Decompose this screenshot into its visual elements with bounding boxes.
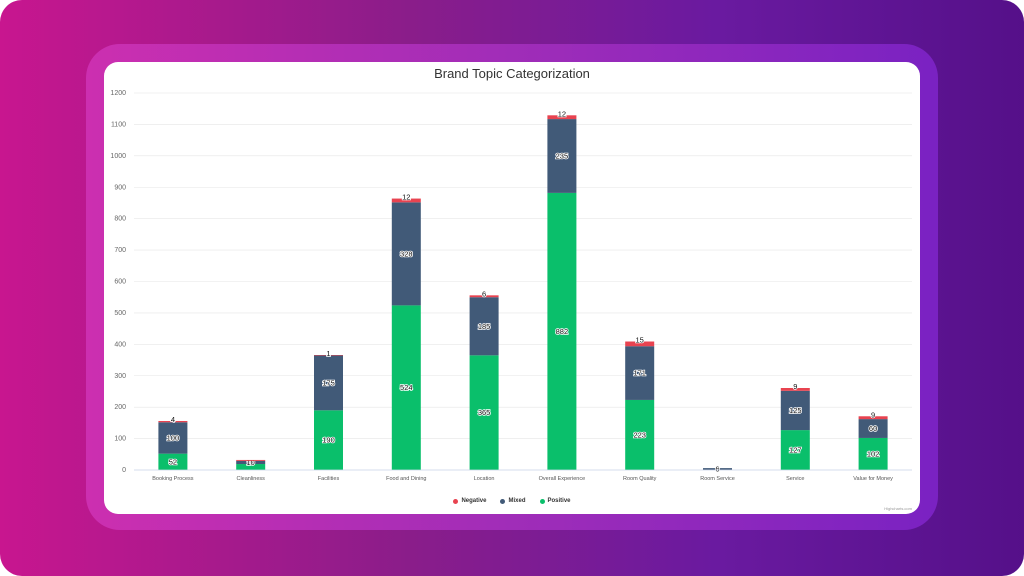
legend-label-negative: Negative <box>461 498 487 504</box>
x-tick-label: Location <box>474 476 495 482</box>
data-label-negative: 9 <box>871 410 875 419</box>
x-tick-label: Room Service <box>700 476 735 482</box>
legend-dot-mixed <box>500 498 506 504</box>
y-tick-label: 200 <box>114 404 126 411</box>
data-label-positive: 190 <box>322 436 335 445</box>
x-tick-label: Value for Money <box>853 476 893 482</box>
x-tick-label: Food and Dining <box>386 476 426 482</box>
data-label-positive: 102 <box>867 449 880 458</box>
x-tick-label: Service <box>786 476 804 482</box>
y-tick-label: 500 <box>114 310 126 317</box>
bar-positive[interactable] <box>547 192 577 470</box>
x-tick-label: Facilities <box>318 476 340 482</box>
data-label-positive: 127 <box>789 446 802 455</box>
y-tick-label: 800 <box>114 216 126 223</box>
chart-legend: Negative Mixed Positive <box>104 498 920 504</box>
y-tick-label: 900 <box>114 184 126 191</box>
data-label-negative: 4 <box>171 415 175 424</box>
legend-dot-negative <box>453 498 459 504</box>
data-label-positive: 52 <box>169 457 177 466</box>
bar-negative[interactable] <box>158 420 188 423</box>
bar-mixed[interactable] <box>780 390 810 431</box>
bar-mixed[interactable] <box>158 422 188 454</box>
bar-mixed[interactable] <box>391 202 421 306</box>
legend-dot-positive <box>539 498 545 504</box>
data-label-negative: 15 <box>636 336 644 345</box>
data-label-mixed: 328 <box>400 249 413 258</box>
data-label-positive: 223 <box>633 430 646 439</box>
bar-positive[interactable] <box>625 399 655 470</box>
x-tick-label: Booking Process <box>152 476 194 482</box>
stacked-bar-chart: 0100200300400500600700800900100011001200… <box>110 90 912 482</box>
y-tick-label: 700 <box>114 247 126 254</box>
data-label-positive: 365 <box>478 408 491 417</box>
bar-negative[interactable] <box>625 341 655 347</box>
bar-negative[interactable] <box>858 416 888 420</box>
data-label-positive: 882 <box>556 327 569 336</box>
bar-positive[interactable] <box>469 355 499 470</box>
chart-credit: Highcharts.com <box>884 506 912 511</box>
bar-mixed[interactable] <box>469 297 499 356</box>
bar-negative[interactable] <box>236 459 266 461</box>
data-label-mixed: 10 <box>247 458 255 467</box>
bar-mixed[interactable] <box>236 460 266 465</box>
data-label-negative: 1 <box>326 349 330 358</box>
bar-positive[interactable] <box>236 464 266 470</box>
bar-mixed[interactable] <box>547 119 577 193</box>
y-tick-label: 1200 <box>110 90 126 97</box>
bar-mixed[interactable] <box>703 468 732 470</box>
y-tick-label: 1000 <box>110 153 126 160</box>
bar-mixed[interactable] <box>858 419 888 438</box>
y-tick-label: 0 <box>122 467 126 474</box>
data-label-mixed: 235 <box>556 151 569 160</box>
y-tick-label: 600 <box>114 279 126 286</box>
legend-label-positive: Positive <box>547 498 571 504</box>
y-tick-label: 400 <box>114 341 126 348</box>
data-label-mixed: 125 <box>789 406 802 415</box>
x-tick-label: Overall Experience <box>539 476 585 482</box>
bar-negative[interactable] <box>391 198 421 203</box>
bar-positive[interactable] <box>391 305 421 470</box>
y-tick-label: 1100 <box>111 121 126 128</box>
data-label-mixed: 6 <box>715 465 719 474</box>
data-label-negative: 6 <box>482 289 486 298</box>
chart-card: Brand Topic Categorization 0 100 200 300 400… <box>104 62 920 514</box>
data-label-mixed: 171 <box>633 369 646 378</box>
data-label-mixed: 100 <box>167 433 180 442</box>
bar-positive[interactable] <box>314 410 343 470</box>
data-label-mixed: 60 <box>869 424 877 433</box>
data-label-positive: 524 <box>400 383 413 392</box>
bar-negative[interactable] <box>547 115 577 120</box>
bar-positive[interactable] <box>158 453 188 470</box>
bar-positive[interactable] <box>780 430 810 470</box>
bar-positive[interactable] <box>858 437 888 470</box>
data-label-mixed: 175 <box>322 378 335 387</box>
chart-title: Brand Topic Categorization <box>434 66 590 81</box>
data-label-negative: 9 <box>793 382 797 391</box>
x-tick-label: Room Quality <box>623 476 657 482</box>
bar-negative[interactable] <box>780 388 810 391</box>
bar-mixed[interactable] <box>625 346 655 400</box>
data-label-negative: 12 <box>558 109 566 118</box>
data-label-negative: 12 <box>402 193 410 202</box>
legend-item-negative[interactable]: Negative <box>453 498 486 504</box>
legend-label-mixed: Mixed <box>508 498 526 504</box>
bar-negative[interactable] <box>469 295 499 298</box>
y-tick-label: 100 <box>114 436 126 443</box>
bar-negative[interactable] <box>314 355 343 356</box>
y-tick-label: 300 <box>114 373 126 380</box>
bar-mixed[interactable] <box>314 355 343 411</box>
x-tick-label: Cleanliness <box>236 476 265 482</box>
legend-item-mixed[interactable]: Mixed <box>500 498 526 504</box>
data-label-mixed: 185 <box>478 322 491 331</box>
legend-item-positive[interactable]: Positive <box>539 498 571 504</box>
